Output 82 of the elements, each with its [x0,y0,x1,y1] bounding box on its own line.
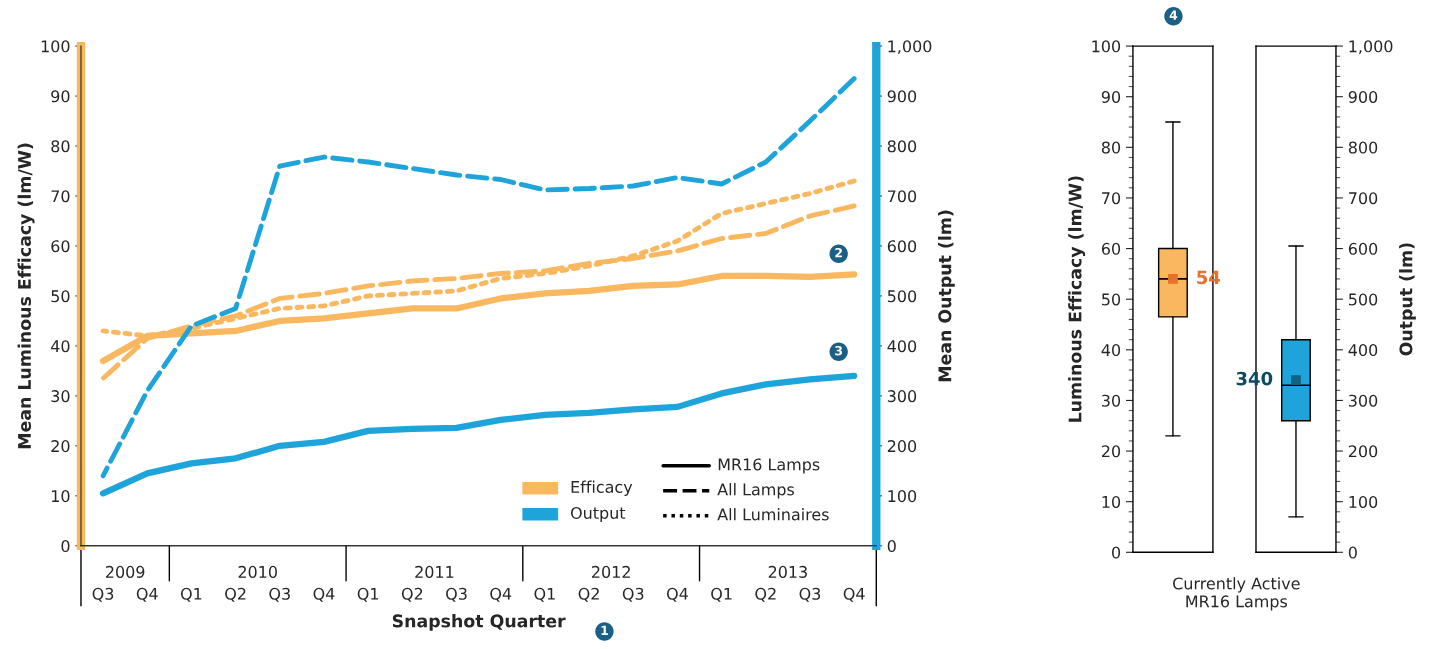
x-tick-label: Q2 [225,587,246,602]
text: 2012 [592,565,630,578]
y2-tick-label: 900 [887,90,917,103]
x-tick-label: Q2 [755,587,776,602]
y-tick-label: 500 [1349,293,1378,306]
y-tick-label: 20 [1101,445,1121,458]
y-tick-label: 100 [41,40,70,53]
y-tick-label: 30 [1102,394,1121,407]
y2-tick-label: 1,000 [888,40,932,54]
y-tick-label: 80 [51,140,70,153]
y-tick-label: 600 [1348,242,1378,255]
text: 4 [1169,10,1178,20]
annotation: 3 [835,345,843,356]
y2-tick-label: 100 [888,490,917,503]
x-tick-label: Q1 [180,587,202,602]
x-tick-label: Q3 [92,587,114,602]
x-tick-label: Q4 [313,587,335,602]
y2-tick-label: 700 [888,190,917,203]
y-tick-label: 50 [1102,293,1121,306]
x-tick-label: Q4 [666,587,688,602]
annotation: 2 [835,247,842,258]
x-tick-label: Q1 [711,587,732,602]
x-tick-label: Q2 [401,587,423,602]
y-tick-label: 70 [51,190,70,203]
y-tick-label: 90 [51,90,70,103]
y-tick-label: 100 [1092,40,1121,53]
x-tick-label: Q3 [269,587,290,602]
y2-tick-label: 600 [887,240,917,253]
y-tick-label: 200 [1348,445,1378,458]
text: 2010 [238,565,277,578]
y-tick-label: 0 [61,540,70,553]
y2-tick-label: 200 [887,440,917,453]
x-tick-label: Q3 [622,587,644,602]
y-tick-label: 40 [1101,344,1121,357]
y-tick-label: 60 [51,240,70,253]
text: 2011 [415,565,454,578]
y-tick-label: 300 [1348,394,1378,407]
annotation: All Luminaires [717,508,829,521]
y-tick-label: 20 [51,440,70,453]
y-tick-label: 10 [51,490,70,503]
y-tick-label: 60 [1101,242,1121,255]
text: 1 [601,625,608,635]
y-tick-label: 0 [1348,546,1357,559]
y-tick-label: 40 [51,340,70,353]
x-tick-label: Q4 [843,587,865,602]
y-tick-label: 70 [1102,192,1121,205]
x-tick-label: Q4 [490,587,512,602]
x-tick-label: Q2 [578,587,599,602]
x-tick-label: Q3 [446,587,467,602]
y-axis-title: Luminous Efficacy (lm/W) [1068,176,1086,422]
y-tick-label: 100 [1349,495,1378,508]
y2-tick-label: 500 [887,290,917,303]
annotation: All Lamps [717,483,795,499]
y-tick-label: 1,000 [1349,40,1393,54]
annotation: MR16 Lamps [718,458,820,474]
y-tick-label: 80 [1101,141,1121,154]
annotation: Efficacy [571,480,633,497]
y-axis-title: Mean Luminous Efficacy (lm/W) [17,143,35,449]
y2-tick-label: 400 [887,340,917,353]
y-tick-label: 30 [51,390,70,403]
y-tick-label: 90 [1101,90,1121,103]
y2-tick-label: 800 [887,140,917,153]
x-axis-title: Currently Active MR16 Lamps [1173,577,1300,611]
annotation: Output [570,506,626,523]
y-axis-title: Output (lm) [1399,243,1416,356]
text: 2013 [768,565,807,578]
y2-tick-label: 300 [887,390,917,403]
y-tick-label: 900 [1348,90,1378,103]
y-tick-label: 700 [1349,192,1378,205]
y-tick-label: 800 [1348,141,1378,154]
y-tick-label: 10 [1102,495,1121,508]
text: 2009 [106,565,145,578]
x-axis-title: Snapshot Quarter [392,614,566,631]
y-tick-label: 50 [51,290,70,303]
x-tick-label: Q1 [534,587,555,602]
y2-axis-title: Mean Output (lm) [937,210,955,382]
y-tick-label: 400 [1348,344,1378,357]
x-tick-label: Q1 [357,587,379,602]
y-tick-label: 0 [1112,546,1121,559]
x-tick-label: Q3 [799,587,821,602]
y2-tick-label: 0 [887,540,896,553]
x-tick-label: Q4 [136,587,158,602]
